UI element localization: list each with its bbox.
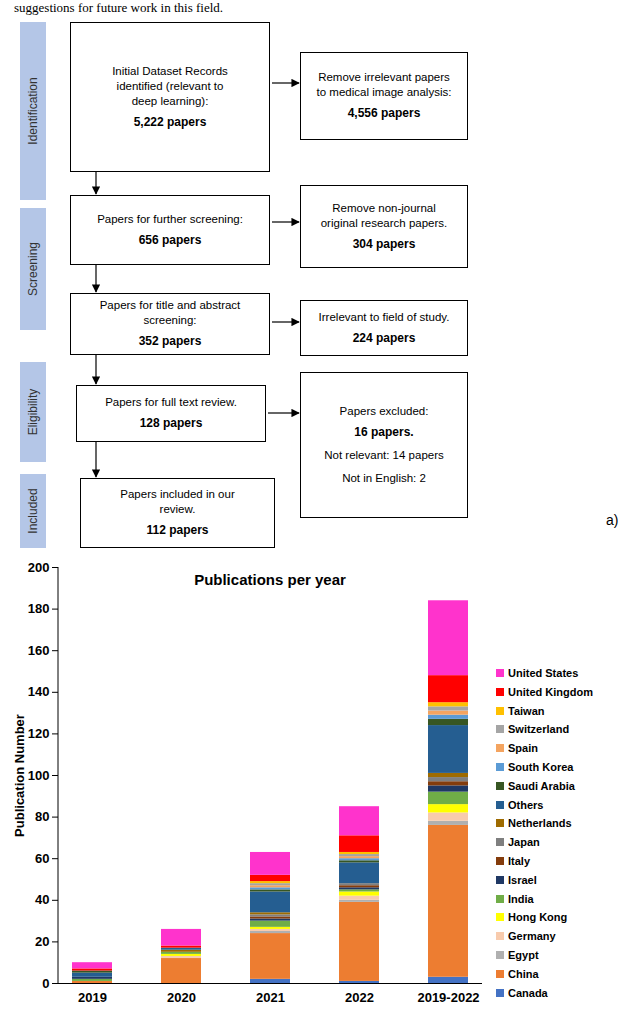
html-text:United Kingdom: United Kingdom — [508, 685, 593, 698]
svg-text:2019: 2019 — [78, 990, 107, 1005]
html-text:Others: Others — [508, 798, 544, 811]
html-text:a): a) — [606, 512, 619, 528]
html-text:5,222 papers: 5,222 papers — [133, 114, 207, 129]
html-text:Remove irrelevant papers to me: Remove irrelevant papers to medical imag… — [316, 71, 452, 99]
html-text:Hong Kong: Hong Kong — [508, 911, 568, 924]
svg-text:80: 80 — [35, 809, 49, 824]
html-text:Publications per year: Publications per year — [194, 571, 346, 588]
svg-text:160: 160 — [28, 643, 50, 658]
html-text:Taiwan: Taiwan — [508, 704, 545, 717]
html-text:Egypt: Egypt — [508, 949, 539, 961]
svg-text:60: 60 — [35, 851, 49, 866]
html-text:Papers for further screening:: Papers for further screening: — [97, 212, 243, 225]
svg-text:100: 100 — [28, 768, 50, 783]
html-text:Papers for full text review.: Papers for full text review. — [105, 396, 237, 409]
html-text:Germany: Germany — [508, 930, 556, 943]
html-text:352 papers: 352 papers — [138, 334, 202, 349]
svg-text:200: 200 — [28, 560, 50, 575]
svg-text:2021: 2021 — [256, 990, 285, 1005]
html-text:Not relevant: 14 papers: Not relevant: 14 papers — [324, 449, 444, 462]
svg-text:Eligibility: Eligibility — [26, 389, 40, 436]
svg-text:2019-2022: 2019-2022 — [417, 990, 479, 1005]
html-text:Not in English: 2: Not in English: 2 — [342, 472, 426, 485]
html-text:Saudi Arabia: Saudi Arabia — [508, 779, 575, 792]
html-text:United States: United States — [508, 667, 579, 679]
html-text:656 papers: 656 papers — [138, 232, 202, 247]
html-text:Spain: Spain — [508, 742, 538, 755]
html-text:4,556 papers: 4,556 papers — [347, 106, 421, 121]
html-text:Remove non-journal original re: Remove non-journal original research pap… — [320, 201, 448, 229]
svg-text:2020: 2020 — [167, 990, 196, 1005]
html-text:224 papers: 224 papers — [352, 330, 416, 345]
html-text:Canada: Canada — [508, 986, 548, 999]
svg-text:2022: 2022 — [345, 990, 374, 1005]
svg-text:120: 120 — [28, 726, 50, 741]
html-text:Papers for title and abstract: Papers for title and abstract screening: — [99, 299, 241, 327]
svg-text:180: 180 — [28, 601, 50, 616]
html-text:Switzerland: Switzerland — [508, 723, 570, 736]
html-text:Netherlands: Netherlands — [508, 817, 572, 830]
html-text:Israel: Israel — [508, 873, 537, 886]
svg-text:Identification: Identification — [26, 77, 40, 144]
html-text:Initial Dataset Records identi: Initial Dataset Records identified (rele… — [112, 64, 228, 107]
html-text:304 papers: 304 papers — [352, 236, 416, 251]
html-text:suggestions for future work in: suggestions for future work in this fiel… — [14, 0, 224, 15]
html-text:112 papers: 112 papers — [146, 523, 209, 538]
html-text:Japan: Japan — [508, 836, 540, 849]
html-text:India: India — [508, 892, 534, 905]
svg-text:0: 0 — [42, 976, 49, 991]
svg-text:40: 40 — [35, 892, 49, 907]
html-text:128 papers: 128 papers — [139, 416, 203, 431]
html-text:Papers included in our review.: Papers included in our review. — [120, 488, 235, 516]
html-text:Italy: Italy — [508, 855, 530, 867]
html-text:Papers excluded:: Papers excluded: — [339, 404, 429, 417]
html-text:16 papers.: 16 papers. — [354, 424, 414, 439]
svg-text:Publication Number: Publication Number — [12, 714, 27, 837]
html-text:China: China — [508, 967, 539, 980]
svg-text:20: 20 — [35, 934, 49, 949]
svg-text:140: 140 — [28, 684, 50, 699]
html-text:Irrelevant to field of study.: Irrelevant to field of study. — [318, 310, 450, 323]
svg-text:Screening: Screening — [26, 242, 40, 296]
svg-text:Included: Included — [26, 488, 40, 533]
html-text:South Korea: South Korea — [508, 761, 574, 773]
